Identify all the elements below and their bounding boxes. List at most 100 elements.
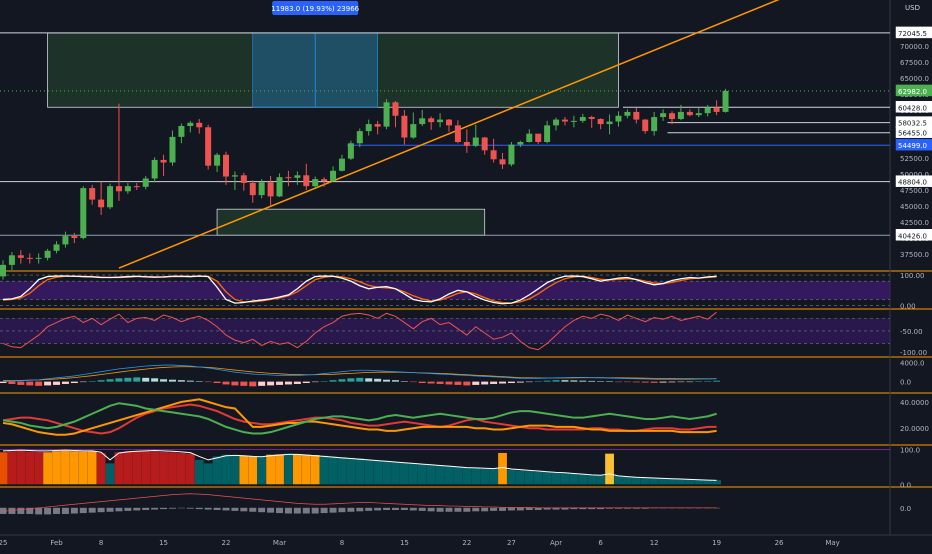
oscillator-bar <box>105 463 115 485</box>
macd-histogram-bar <box>365 378 373 382</box>
oscillator-bar <box>150 451 160 485</box>
macd-histogram-bar <box>249 381 257 387</box>
price-axis[interactable]: 37500.040000.042500.045000.047500.050000… <box>895 26 932 513</box>
oscillator-bar <box>569 473 579 485</box>
dmi-minus-line <box>2 403 717 435</box>
candle-body <box>704 107 711 114</box>
dmi-pane[interactable] <box>2 398 717 436</box>
candle-body <box>80 188 87 238</box>
oscillator-bar <box>221 454 231 485</box>
stoch-k-line <box>2 275 717 305</box>
macd-histogram-bar <box>463 381 471 386</box>
oscillator-bar <box>346 457 356 485</box>
candle-body <box>303 175 310 187</box>
candle-body <box>107 186 114 208</box>
momentum-bar <box>151 507 159 510</box>
candle-body <box>454 125 461 142</box>
candle-body <box>677 111 684 119</box>
candle-body <box>410 124 417 138</box>
oscillator-bar <box>560 473 570 485</box>
oscillator-bar <box>16 450 26 485</box>
macd-histogram-bar <box>695 381 703 382</box>
price-tick-label: 47500.0 <box>900 187 929 195</box>
momentum-bar <box>606 507 614 509</box>
momentum-bar <box>374 507 382 511</box>
momentum-bar <box>213 507 221 510</box>
oscillator-bar <box>453 466 463 485</box>
candle-body <box>553 119 560 126</box>
main-price-pane[interactable] <box>0 0 890 280</box>
price-badge <box>895 175 932 187</box>
momentum-bar <box>222 507 230 511</box>
candle-body <box>98 199 105 208</box>
candle-body <box>347 143 354 159</box>
oscillator-bar <box>61 450 70 485</box>
macd-histogram-bar <box>606 381 614 382</box>
candle-body <box>169 136 176 163</box>
oscillator-bar <box>587 475 597 485</box>
momentum-pane[interactable] <box>0 493 721 515</box>
macd-histogram-bar <box>356 377 364 382</box>
price-tick-label: 50000.0 <box>900 171 929 179</box>
macd-pane[interactable] <box>0 364 721 387</box>
oscillator-bar <box>462 467 472 485</box>
candle-body <box>44 250 51 258</box>
candle-body <box>17 255 24 258</box>
momentum-line <box>2 493 717 512</box>
time-axis[interactable]: 25 Feb 8 15 22 Mar 8 15 22 27 Apr 6 12 19 26 May <box>0 539 840 547</box>
oscillator-bar <box>605 453 614 485</box>
momentum-bar <box>516 507 524 511</box>
momentum-bar <box>356 507 364 512</box>
macd-histogram-bar <box>472 381 480 385</box>
momentum-bar <box>115 507 123 512</box>
candle-body <box>669 113 675 119</box>
oscillator-bar <box>43 452 52 485</box>
price-tick-label: 70000.0 <box>900 43 929 51</box>
macd-histogram-bar <box>481 381 489 385</box>
momentum-bar <box>293 507 301 514</box>
candle-body <box>392 102 399 116</box>
momentum-bar <box>142 507 150 510</box>
candle-body <box>722 90 729 112</box>
macd-histogram-bar <box>713 380 721 382</box>
oscillator-bar <box>498 452 507 485</box>
candle-body <box>499 159 506 165</box>
candle-body <box>142 178 149 187</box>
momentum-bar <box>632 507 640 509</box>
oscillator-bar <box>658 478 668 485</box>
price-tick-label: 0.0 <box>900 379 911 387</box>
momentum-bar <box>454 507 462 512</box>
rsi-pane[interactable] <box>0 311 890 351</box>
momentum-bar <box>329 507 337 513</box>
macd-histogram-bar <box>151 378 159 382</box>
candle-body <box>196 122 203 128</box>
oscillator-bar <box>685 479 695 485</box>
macd-histogram-bar <box>133 377 141 382</box>
time-tick-label: 6 <box>598 539 603 547</box>
price-tick-label: -100.00 <box>900 349 927 357</box>
price-badge <box>895 138 932 151</box>
macd-histogram-bar <box>213 381 221 384</box>
stochastic-pane[interactable] <box>0 274 890 306</box>
oscillator-bar <box>310 455 320 485</box>
oscillator-bar <box>212 456 222 485</box>
macd-histogram-bar <box>222 381 230 385</box>
candle-body <box>151 159 158 179</box>
oscillator-bar <box>275 454 284 485</box>
oscillator-bar <box>542 472 552 485</box>
candle-body <box>321 179 328 182</box>
candle-body <box>606 121 613 125</box>
volume-oscillator-pane[interactable] <box>0 449 890 485</box>
macd-histogram-bar <box>44 381 52 386</box>
candle-body <box>517 142 524 145</box>
momentum-bar <box>284 507 292 514</box>
oscillator-line <box>2 449 717 481</box>
currency-label: USD <box>905 4 920 12</box>
rectangle-zone <box>216 208 486 236</box>
momentum-bar <box>267 507 275 513</box>
candle-body <box>642 119 649 132</box>
oscillator-bar <box>533 471 543 485</box>
macd-histogram-bar <box>320 381 328 382</box>
